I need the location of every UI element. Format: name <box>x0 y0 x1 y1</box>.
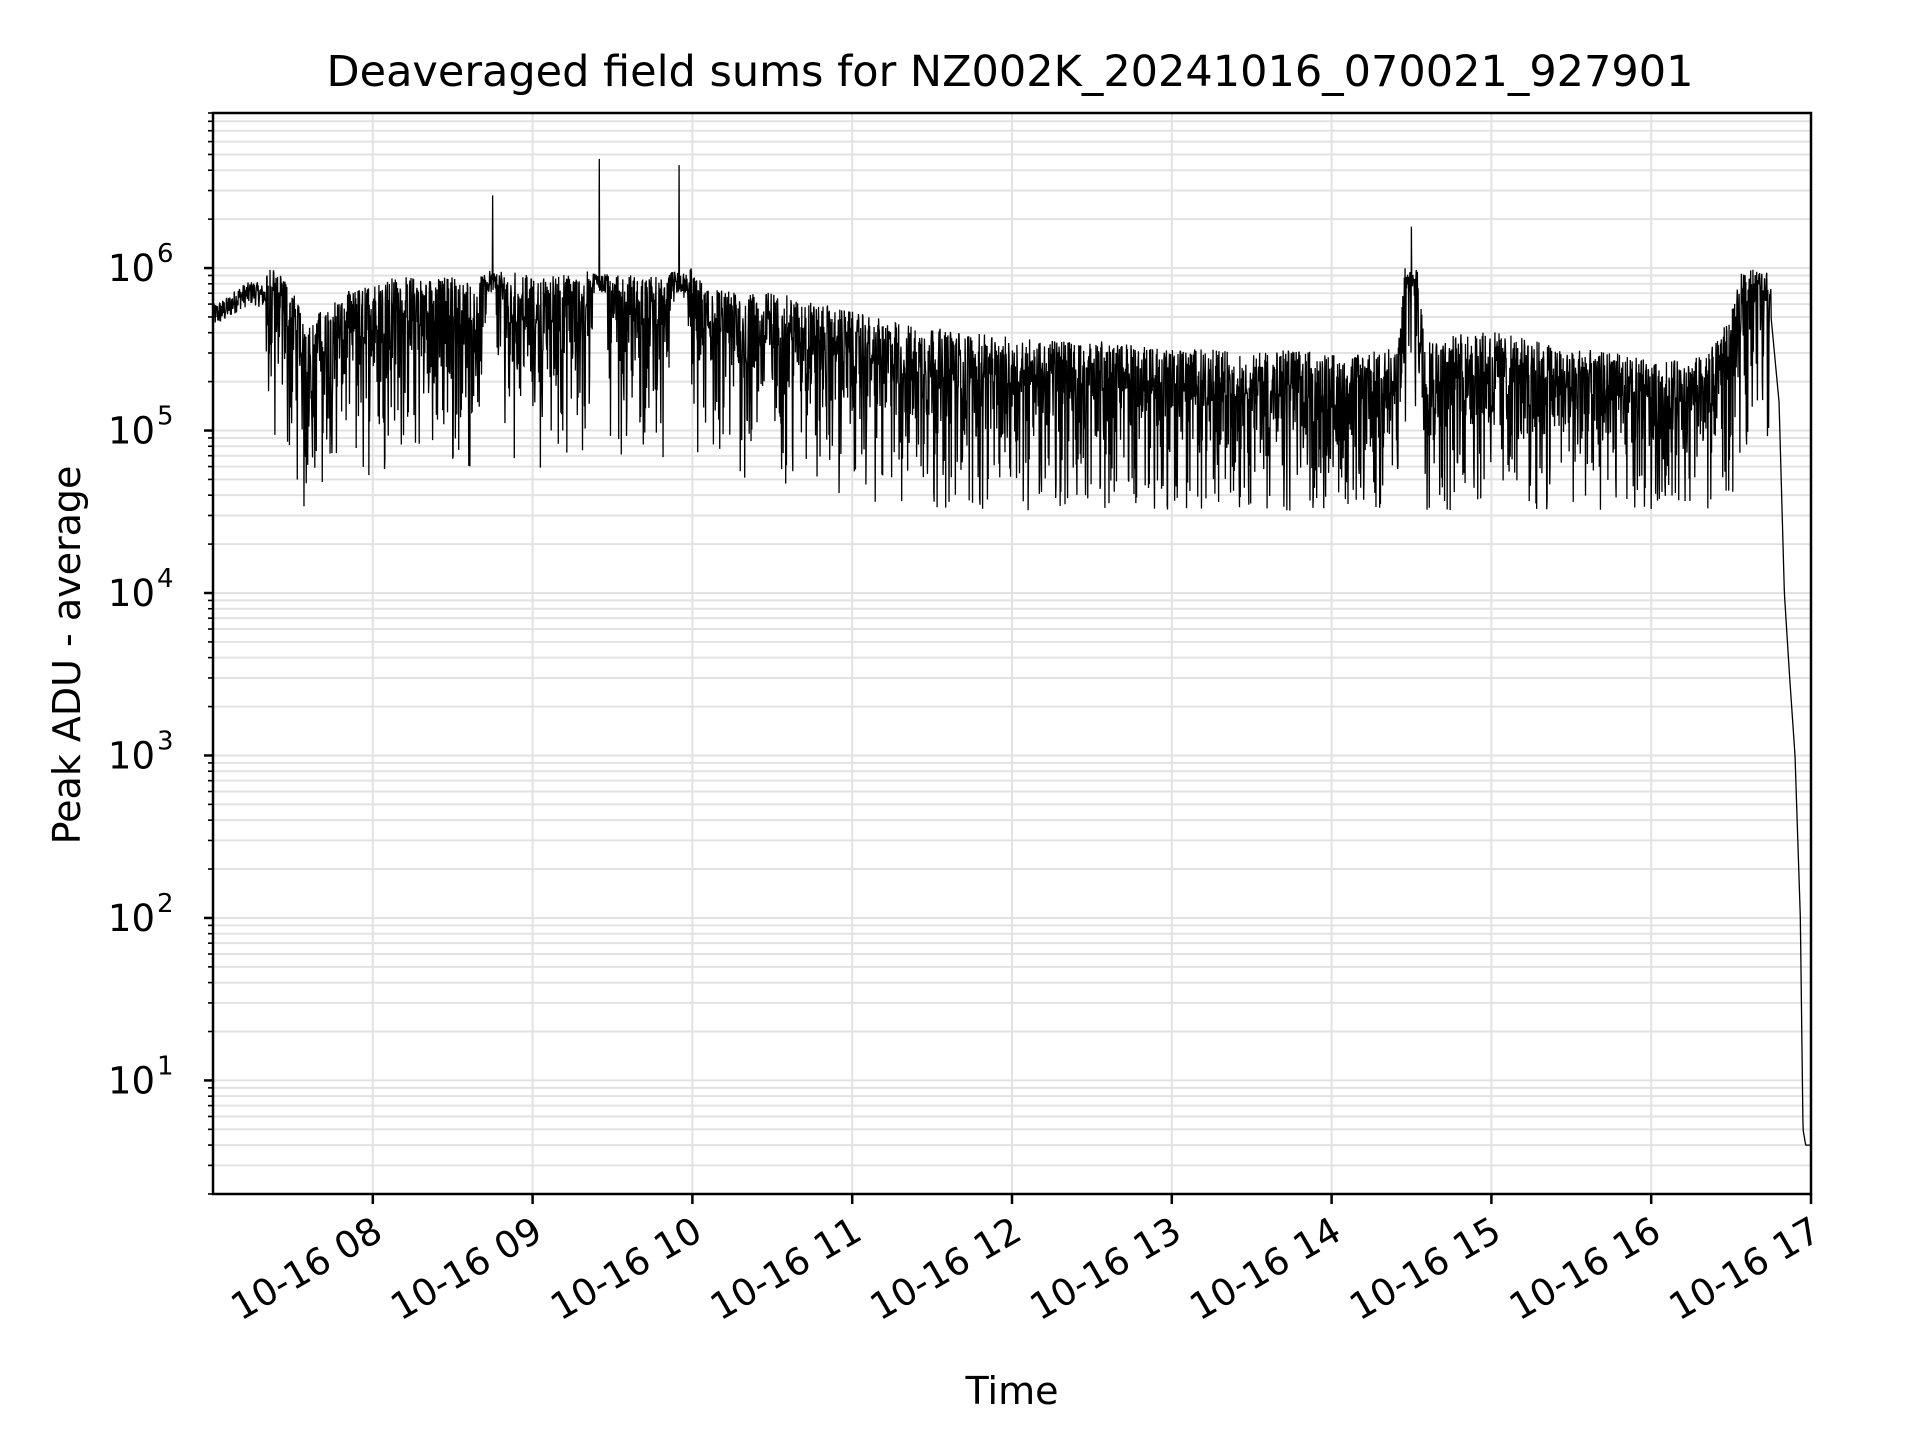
y-tick-label: 10 6 <box>108 239 174 290</box>
series-layer <box>212 158 1811 1146</box>
y-tick-base: 10 <box>108 734 155 777</box>
grid-lines <box>213 112 1812 1195</box>
y-tick-label: 10 2 <box>108 889 174 940</box>
chart-title: Deaveraged field sums for NZ002K_2024101… <box>327 47 1694 97</box>
y-axis-label: Peak ADU - average <box>45 466 89 845</box>
y-tick-exponent: 2 <box>157 889 174 919</box>
x-tick-label: 10-16 09 <box>384 1209 550 1329</box>
y-tick-label: 10 1 <box>108 1051 174 1102</box>
x-tick-label: 10-16 16 <box>1502 1209 1668 1329</box>
y-tick-base: 10 <box>108 572 155 615</box>
y-tick-base: 10 <box>108 410 155 453</box>
y-tick-base: 10 <box>108 1059 155 1102</box>
x-tick-label: 10-16 10 <box>543 1209 709 1329</box>
x-tick-label: 10-16 12 <box>863 1209 1029 1329</box>
y-tick-exponent: 1 <box>157 1051 174 1081</box>
y-tick-label: 10 4 <box>108 564 174 615</box>
y-tick-exponent: 5 <box>157 402 174 432</box>
y-tick-exponent: 4 <box>157 564 174 594</box>
y-tick-base: 10 <box>108 247 155 290</box>
series-line <box>212 158 1811 1146</box>
x-tick-label: 10-16 14 <box>1183 1209 1349 1329</box>
y-tick-exponent: 6 <box>157 239 174 269</box>
y-tick-label: 10 5 <box>108 402 174 453</box>
x-tick-label: 10-16 17 <box>1662 1209 1828 1329</box>
x-tick-label: 10-16 13 <box>1023 1209 1189 1329</box>
x-tick-label: 10-16 11 <box>703 1209 869 1329</box>
x-axis-label: Time <box>965 1369 1059 1413</box>
y-tick-exponent: 3 <box>157 726 174 756</box>
x-tick-label: 10-16 15 <box>1342 1209 1508 1329</box>
x-tick-label: 10-16 08 <box>224 1209 390 1329</box>
y-tick-base: 10 <box>108 897 155 940</box>
y-tick-label: 10 3 <box>108 726 174 777</box>
